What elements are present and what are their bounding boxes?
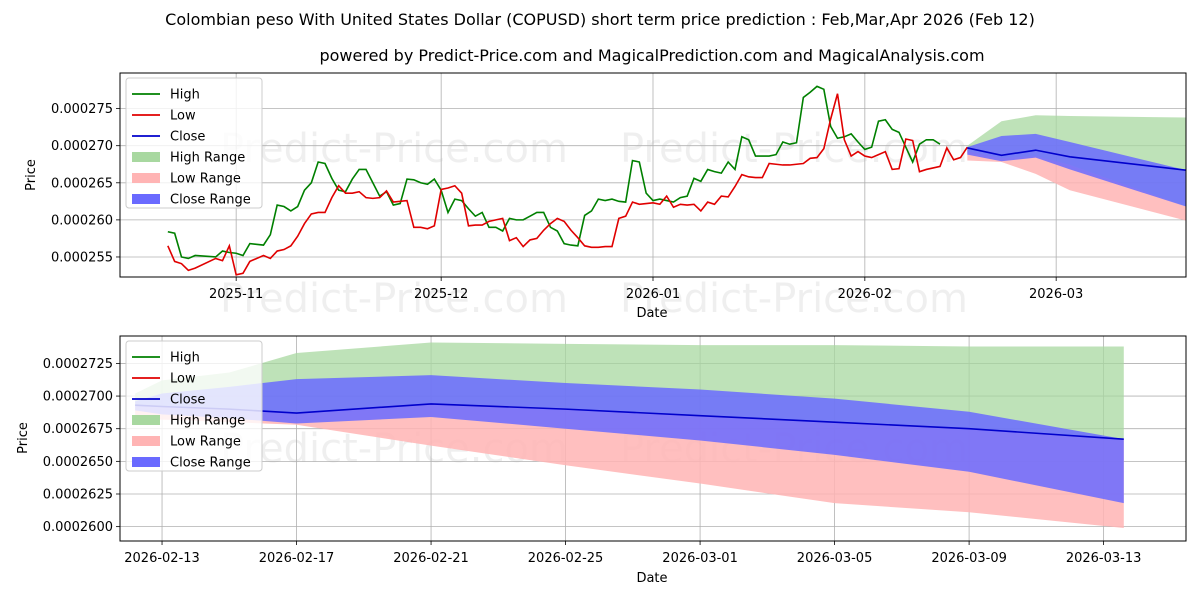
top-series-lines [167, 85, 1187, 276]
top-legend: High Low Close High Range Low Range Close Ran… [125, 77, 263, 209]
legend-swatch-close-range [132, 194, 160, 204]
x-tick-label: 2026-02 [838, 287, 892, 302]
x-tick-label: 2025-12 [414, 287, 468, 302]
watermark-top-3: Predict-Price.com [220, 276, 568, 322]
legend-swatch-low-range [132, 173, 160, 183]
bottom-chart-panel: Predict-Price.com Predict-Price.com 0.00… [16, 335, 1187, 586]
legend-label-high: High [170, 88, 200, 103]
y-tick-label: 0.0002625 [43, 487, 113, 502]
high-series-line [167, 85, 941, 260]
legend-label-low: Low [170, 372, 196, 387]
watermark-top-1: Predict-Price.com [220, 126, 568, 172]
legend-label-close: Close [170, 130, 205, 145]
low-range-band [967, 150, 1186, 221]
bottom-y-axis: 0.0002600 0.0002625 0.0002650 0.0002675 0.00… [43, 357, 120, 535]
x-tick-label: 2026-02-17 [259, 551, 335, 566]
bottom-x-axis: 2026-02-13 2026-02-17 2026-02-21 2026-02-25… [124, 541, 1141, 566]
top-x-axis-label: Date [636, 306, 667, 321]
y-tick-label: 0.0002700 [43, 390, 113, 405]
chart-subtitle: powered by Predict-Price.com and Magical… [319, 46, 984, 65]
top-y-axis-label: Price [24, 159, 39, 191]
y-tick-label: 0.000260 [51, 213, 113, 228]
bottom-plot-frame [119, 335, 1187, 542]
y-tick-label: 0.0002650 [43, 455, 113, 470]
legend-label-low-range: Low Range [170, 435, 241, 450]
legend-label-close-range: Close Range [170, 193, 251, 208]
legend-swatch-close-range [132, 457, 160, 467]
x-tick-label: 2026-03-05 [797, 551, 873, 566]
legend-label-low-range: Low Range [170, 172, 241, 187]
legend-label-close-range: Close Range [170, 456, 251, 471]
legend-label-high: High [170, 351, 200, 366]
bottom-legend: High Low Close High Range Low Range Close Ran… [125, 340, 263, 472]
bottom-y-axis-label: Price [16, 422, 31, 454]
x-tick-label: 2026-02-13 [124, 551, 200, 566]
low-series-line [167, 93, 969, 276]
top-chart-panel: Predict-Price.com Predict-Price.com Pred… [24, 72, 1187, 322]
y-tick-label: 0.000265 [51, 176, 113, 191]
legend-swatch-high-range [132, 415, 160, 425]
x-tick-label: 2026-02-21 [393, 551, 469, 566]
x-tick-label: 2026-03 [1029, 287, 1083, 302]
y-tick-label: 0.000275 [51, 102, 113, 117]
watermark-top-4: Predict-Price.com [620, 276, 968, 322]
bottom-x-axis-label: Date [636, 571, 667, 586]
top-x-axis: 2025-11 2025-12 2026-01 2026-02 2026-03 [209, 277, 1083, 302]
top-grid [120, 73, 1186, 277]
legend-label-close: Close [170, 393, 205, 408]
x-tick-label: 2026-03-09 [931, 551, 1007, 566]
x-tick-label: 2026-01 [626, 287, 680, 302]
close-series-line [967, 147, 1187, 171]
y-tick-label: 0.0002675 [43, 422, 113, 437]
y-tick-label: 0.000270 [51, 139, 113, 154]
y-tick-label: 0.0002600 [43, 520, 113, 535]
x-tick-label: 2026-03-13 [1066, 551, 1142, 566]
x-tick-label: 2026-02-25 [528, 551, 604, 566]
legend-swatch-high-range [132, 152, 160, 162]
legend-swatch-low-range [132, 436, 160, 446]
top-y-axis: 0.000255 0.000260 0.000265 0.000270 0.000275 [51, 102, 120, 265]
legend-label-low: Low [170, 109, 196, 124]
x-tick-label: 2026-03-01 [662, 551, 738, 566]
top-forecast-bands [967, 115, 1186, 221]
chart-title: Colombian peso With United States Dollar… [165, 10, 1035, 29]
x-tick-label: 2025-11 [209, 287, 263, 302]
legend-label-high-range: High Range [170, 151, 245, 166]
y-tick-label: 0.0002725 [43, 357, 113, 372]
y-tick-label: 0.000255 [51, 250, 113, 265]
legend-label-high-range: High Range [170, 414, 245, 429]
